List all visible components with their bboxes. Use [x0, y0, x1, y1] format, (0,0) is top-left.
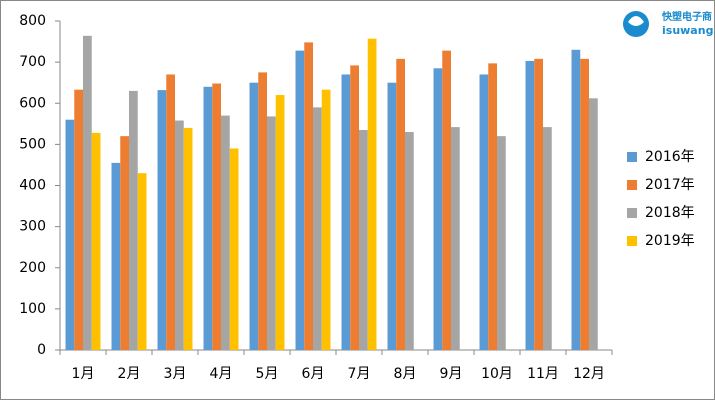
- x-tick-label: 3月: [164, 366, 187, 382]
- y-tick-label: 0: [37, 342, 46, 358]
- legend-label: 2018年: [645, 205, 695, 221]
- x-tick-label: 4月: [210, 366, 233, 382]
- bar: [341, 74, 351, 351]
- y-tick-label: 700: [19, 54, 46, 70]
- y-tick-label: 300: [19, 219, 46, 235]
- bar: [91, 132, 101, 350]
- legend-swatch: [627, 152, 637, 162]
- bar: [313, 107, 322, 350]
- x-tick-label: 9月: [440, 366, 463, 382]
- bar: [120, 136, 129, 350]
- bar: [65, 119, 75, 350]
- legend-label: 2019年: [645, 233, 695, 249]
- logo: 快塑电子商 isuwang.co: [623, 10, 715, 37]
- x-tick-label: 12月: [573, 366, 605, 382]
- legend-label: 2016年: [645, 149, 695, 165]
- bar: [221, 115, 230, 351]
- bar: [275, 95, 285, 351]
- bar: [175, 120, 184, 351]
- bar: [350, 65, 359, 350]
- bar: [295, 50, 305, 351]
- bar: [74, 89, 83, 351]
- bar: [571, 49, 581, 350]
- y-tick-label: 400: [19, 178, 46, 194]
- x-tick-label: 6月: [302, 366, 325, 382]
- bar: [229, 148, 239, 350]
- x-tick-label: 10月: [481, 366, 513, 382]
- bar: [442, 50, 451, 351]
- x-tick-label: 1月: [72, 366, 95, 382]
- x-tick-label: 8月: [394, 366, 417, 382]
- bar: [129, 90, 138, 350]
- bar: [249, 82, 259, 350]
- bar: [83, 35, 92, 351]
- bar: [359, 129, 368, 350]
- y-tick-label: 600: [19, 95, 46, 111]
- bar: [534, 58, 543, 351]
- bar: [212, 83, 221, 350]
- y-tick-label: 500: [19, 136, 46, 152]
- bar: [137, 173, 147, 350]
- bar: [451, 127, 460, 350]
- x-tick-label: 7月: [348, 366, 371, 382]
- legend-label: 2017年: [645, 177, 695, 193]
- bar: [157, 90, 167, 350]
- bar: [405, 132, 414, 350]
- bar: [203, 86, 213, 351]
- logo-name: 快塑电子商: [661, 10, 712, 23]
- y-tick-label: 800: [19, 13, 46, 29]
- bar: [580, 58, 589, 351]
- bar: [433, 68, 443, 350]
- x-tick-label: 5月: [256, 366, 279, 382]
- logo-leaf: [628, 16, 644, 26]
- bar: [304, 42, 313, 350]
- bar: [479, 74, 489, 351]
- bar: [183, 127, 193, 350]
- x-tick-label: 2月: [118, 366, 141, 382]
- bar: [166, 74, 175, 351]
- bar: [111, 162, 121, 350]
- y-tick-label: 200: [19, 260, 46, 276]
- x-tick-label: 11月: [527, 366, 559, 382]
- bar: [497, 136, 506, 350]
- bar: [589, 98, 598, 350]
- legend-swatch: [627, 208, 637, 218]
- bar: [321, 89, 331, 351]
- legend-swatch: [627, 236, 637, 246]
- bar: [488, 63, 497, 350]
- y-tick-label: 100: [19, 301, 46, 317]
- bar: [396, 58, 405, 351]
- bar: [525, 60, 535, 351]
- bar: [258, 72, 267, 350]
- bar: [387, 82, 397, 350]
- bar: [267, 116, 276, 350]
- legend-swatch: [627, 180, 637, 190]
- bar: [543, 127, 552, 350]
- bar: [367, 38, 377, 351]
- logo-site: isuwang.co: [662, 24, 715, 37]
